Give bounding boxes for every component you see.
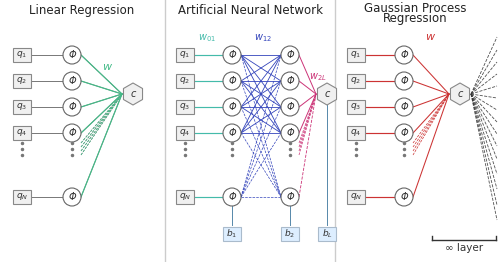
Text: c: c bbox=[130, 89, 136, 99]
Circle shape bbox=[63, 72, 81, 90]
Text: Φ: Φ bbox=[400, 128, 408, 138]
Polygon shape bbox=[124, 83, 142, 105]
Text: q$_N$: q$_N$ bbox=[179, 192, 191, 203]
Text: Gaussian Process: Gaussian Process bbox=[364, 2, 466, 15]
FancyBboxPatch shape bbox=[176, 100, 194, 114]
Text: c: c bbox=[458, 89, 462, 99]
FancyBboxPatch shape bbox=[347, 100, 365, 114]
Circle shape bbox=[223, 124, 241, 142]
Text: q$_2$: q$_2$ bbox=[350, 75, 362, 86]
Text: Φ: Φ bbox=[228, 128, 236, 138]
Circle shape bbox=[281, 188, 299, 206]
Circle shape bbox=[395, 46, 413, 64]
FancyBboxPatch shape bbox=[176, 126, 194, 140]
Circle shape bbox=[63, 98, 81, 116]
Text: Φ: Φ bbox=[228, 76, 236, 86]
Circle shape bbox=[223, 98, 241, 116]
Text: c: c bbox=[324, 89, 330, 99]
FancyBboxPatch shape bbox=[176, 74, 194, 88]
Text: Φ: Φ bbox=[400, 76, 408, 86]
Circle shape bbox=[395, 124, 413, 142]
Circle shape bbox=[281, 46, 299, 64]
Text: Φ: Φ bbox=[286, 76, 294, 86]
FancyBboxPatch shape bbox=[347, 190, 365, 204]
Polygon shape bbox=[450, 83, 469, 105]
Text: q$_2$: q$_2$ bbox=[180, 75, 190, 86]
Polygon shape bbox=[318, 83, 336, 105]
Text: Φ: Φ bbox=[68, 102, 76, 112]
Text: Φ: Φ bbox=[286, 192, 294, 202]
Text: b$_1$: b$_1$ bbox=[226, 228, 237, 240]
Text: q$_N$: q$_N$ bbox=[350, 192, 362, 203]
Circle shape bbox=[395, 188, 413, 206]
Text: q$_N$: q$_N$ bbox=[16, 192, 28, 203]
Text: q$_4$: q$_4$ bbox=[16, 128, 28, 139]
Text: Φ: Φ bbox=[68, 192, 76, 202]
Text: q$_3$: q$_3$ bbox=[350, 101, 362, 112]
Text: w$_{12}$: w$_{12}$ bbox=[254, 32, 272, 44]
Text: q$_1$: q$_1$ bbox=[350, 50, 362, 61]
Circle shape bbox=[63, 188, 81, 206]
FancyBboxPatch shape bbox=[347, 74, 365, 88]
Text: w: w bbox=[102, 62, 112, 72]
FancyBboxPatch shape bbox=[347, 48, 365, 62]
Circle shape bbox=[281, 98, 299, 116]
Text: b$_2$: b$_2$ bbox=[284, 228, 296, 240]
FancyBboxPatch shape bbox=[223, 227, 241, 241]
Text: Artificial Neural Network: Artificial Neural Network bbox=[178, 4, 322, 17]
Text: w: w bbox=[426, 32, 434, 42]
FancyBboxPatch shape bbox=[13, 48, 31, 62]
Text: Φ: Φ bbox=[286, 50, 294, 60]
FancyBboxPatch shape bbox=[281, 227, 299, 241]
Text: q$_4$: q$_4$ bbox=[350, 128, 362, 139]
FancyBboxPatch shape bbox=[13, 190, 31, 204]
Text: ∞ layer: ∞ layer bbox=[445, 243, 483, 253]
Text: q$_3$: q$_3$ bbox=[180, 101, 190, 112]
FancyBboxPatch shape bbox=[13, 100, 31, 114]
FancyBboxPatch shape bbox=[13, 126, 31, 140]
Text: q$_3$: q$_3$ bbox=[16, 101, 28, 112]
Text: Regression: Regression bbox=[382, 12, 448, 25]
Text: Φ: Φ bbox=[228, 192, 236, 202]
Text: Φ: Φ bbox=[228, 102, 236, 112]
FancyBboxPatch shape bbox=[347, 126, 365, 140]
Text: Linear Regression: Linear Regression bbox=[30, 4, 134, 17]
Circle shape bbox=[223, 46, 241, 64]
Text: w$_{01}$: w$_{01}$ bbox=[198, 32, 216, 44]
Text: Φ: Φ bbox=[400, 192, 408, 202]
Circle shape bbox=[63, 46, 81, 64]
FancyBboxPatch shape bbox=[318, 227, 336, 241]
Text: q$_1$: q$_1$ bbox=[16, 50, 28, 61]
Text: q$_4$: q$_4$ bbox=[180, 128, 190, 139]
Circle shape bbox=[223, 188, 241, 206]
Text: w$_{2L}$: w$_{2L}$ bbox=[309, 71, 327, 83]
Text: q$_2$: q$_2$ bbox=[16, 75, 28, 86]
Text: Φ: Φ bbox=[400, 102, 408, 112]
FancyBboxPatch shape bbox=[176, 190, 194, 204]
Text: Φ: Φ bbox=[228, 50, 236, 60]
Circle shape bbox=[281, 124, 299, 142]
Text: Φ: Φ bbox=[400, 50, 408, 60]
Circle shape bbox=[395, 72, 413, 90]
Circle shape bbox=[281, 72, 299, 90]
Text: q$_1$: q$_1$ bbox=[180, 50, 190, 61]
Text: Φ: Φ bbox=[286, 128, 294, 138]
FancyBboxPatch shape bbox=[13, 74, 31, 88]
Circle shape bbox=[223, 72, 241, 90]
Circle shape bbox=[63, 124, 81, 142]
Text: Φ: Φ bbox=[68, 50, 76, 60]
Text: b$_L$: b$_L$ bbox=[322, 228, 332, 240]
FancyBboxPatch shape bbox=[176, 48, 194, 62]
Text: Φ: Φ bbox=[286, 102, 294, 112]
Text: Φ: Φ bbox=[68, 76, 76, 86]
Circle shape bbox=[395, 98, 413, 116]
Text: Φ: Φ bbox=[68, 128, 76, 138]
